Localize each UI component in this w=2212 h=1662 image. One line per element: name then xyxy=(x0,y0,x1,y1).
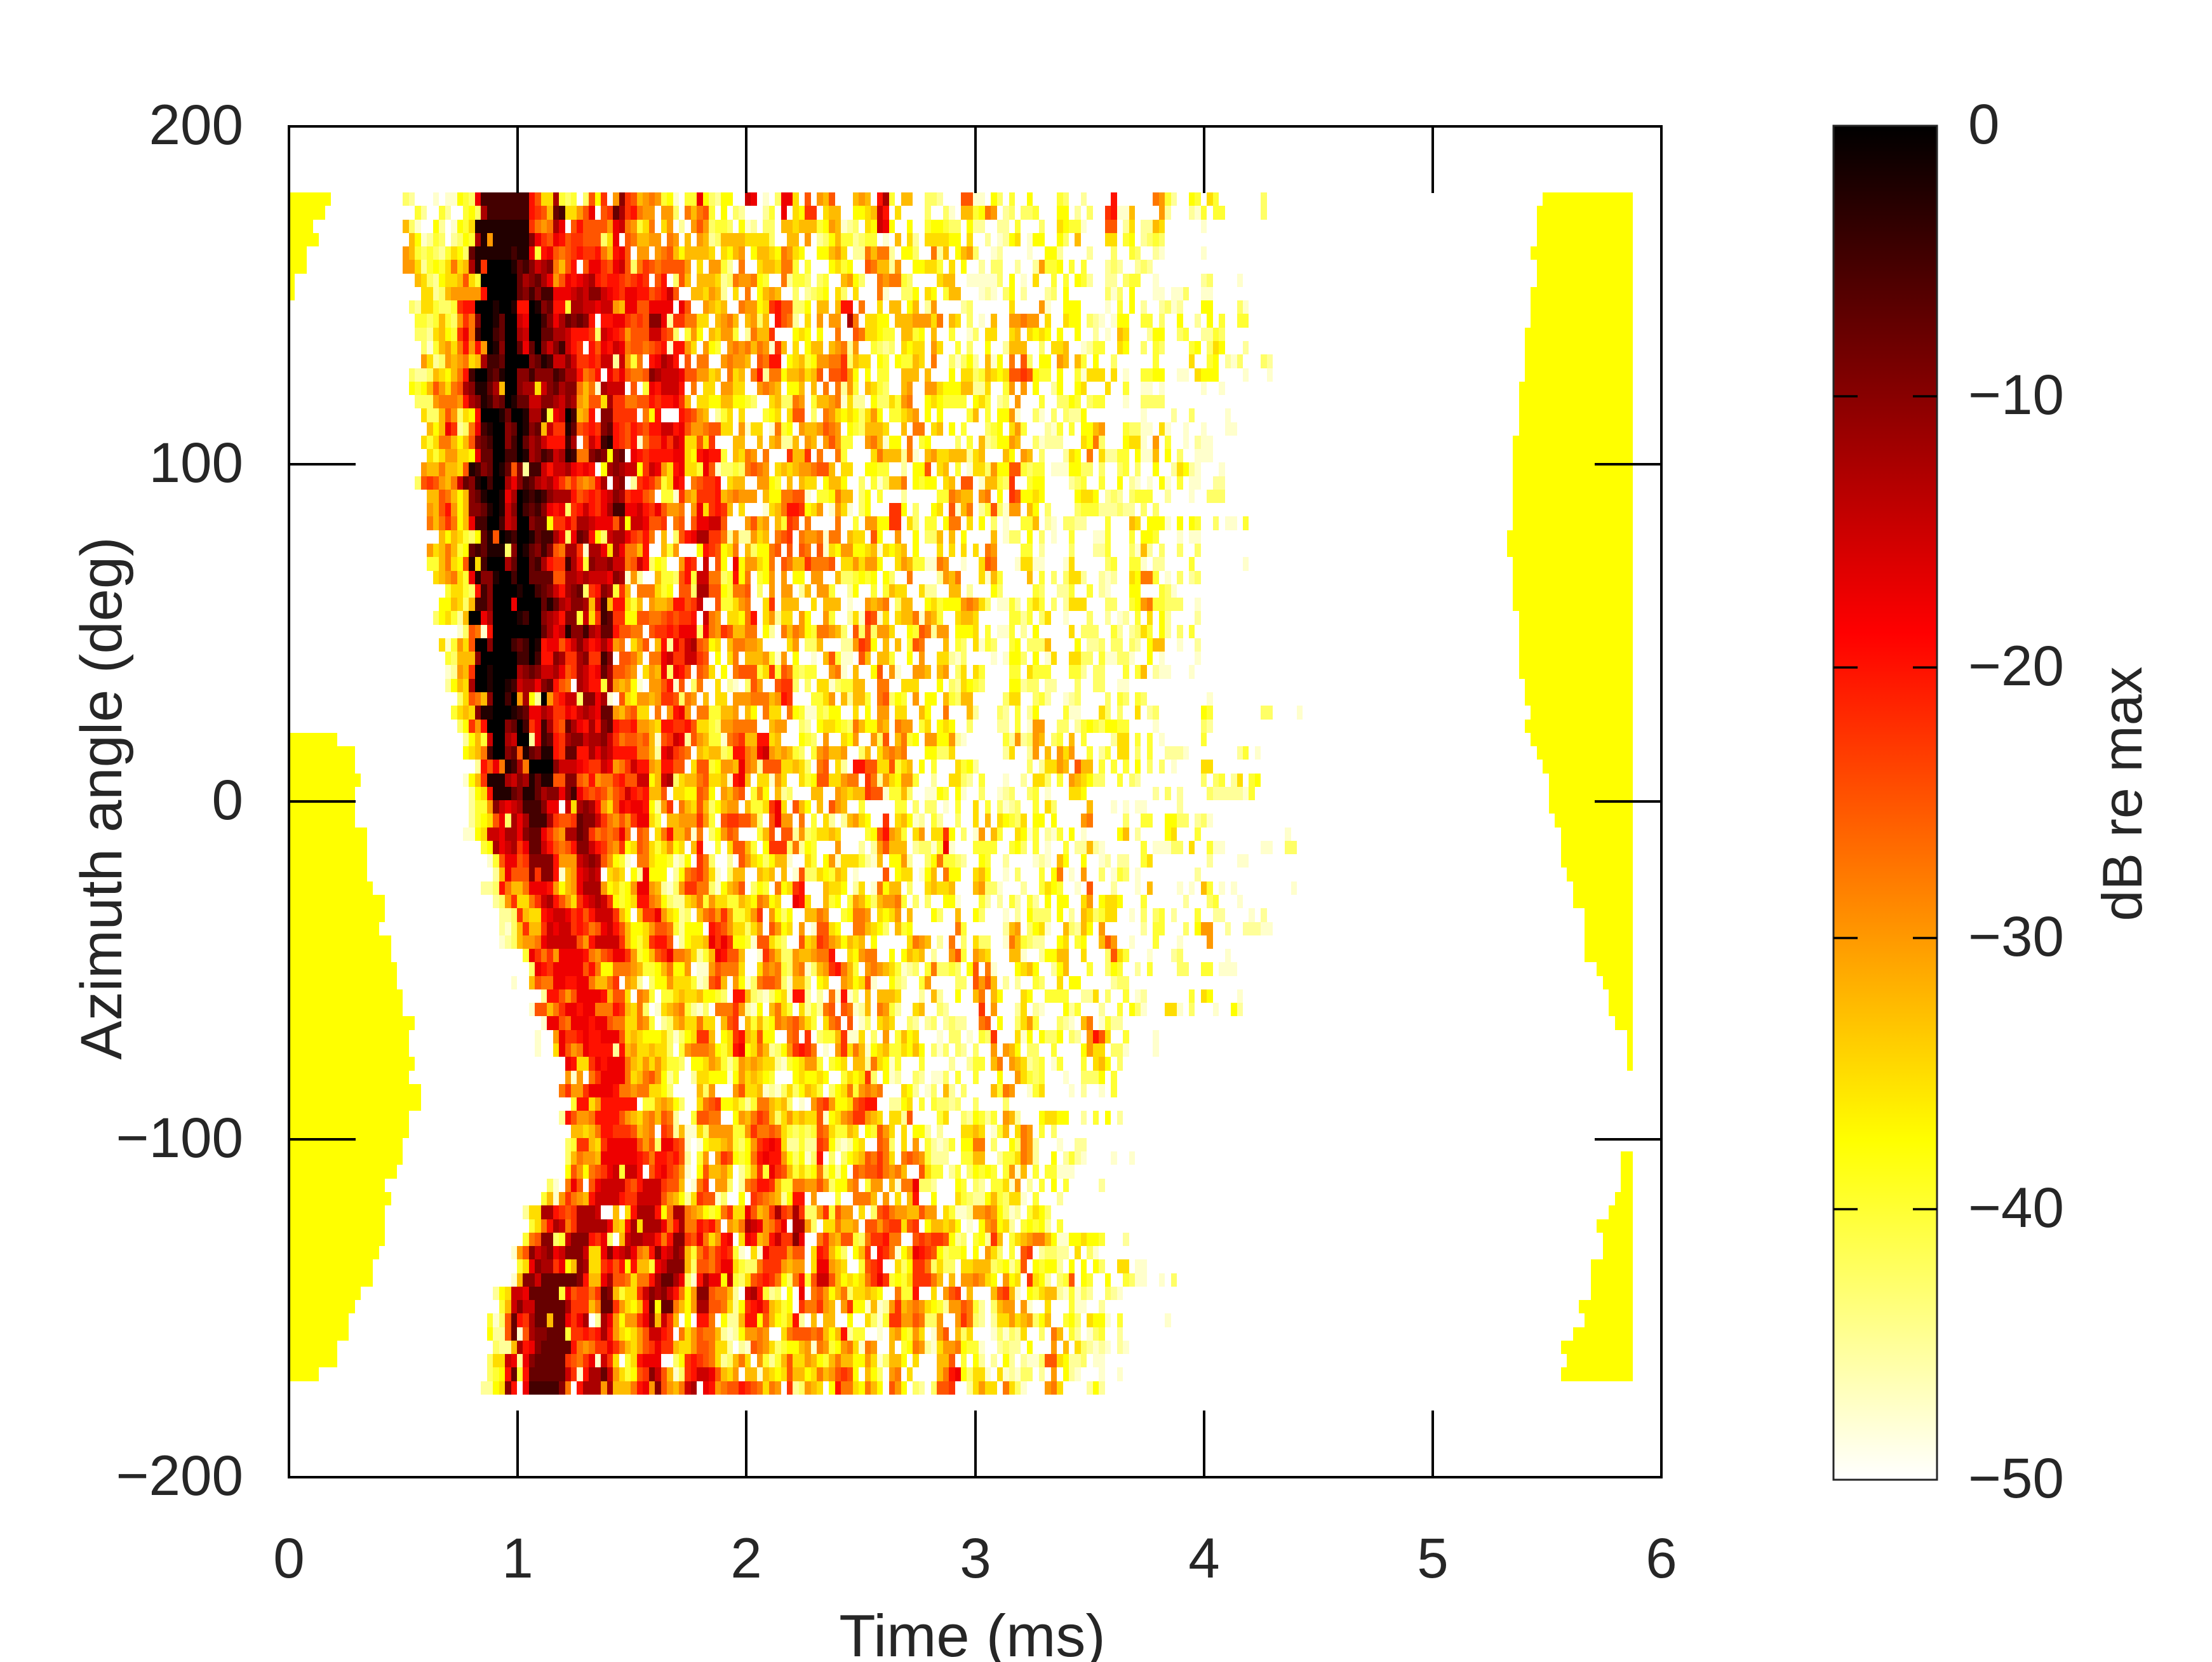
svg-text:−20: −20 xyxy=(1968,634,2064,697)
svg-text:0: 0 xyxy=(1968,92,2000,156)
svg-text:4: 4 xyxy=(1188,1526,1220,1590)
svg-text:200: 200 xyxy=(149,93,244,156)
svg-text:−200: −200 xyxy=(116,1444,243,1507)
svg-text:5: 5 xyxy=(1417,1526,1449,1590)
svg-text:Azimuth angle (deg): Azimuth angle (deg) xyxy=(69,537,134,1059)
svg-text:6: 6 xyxy=(1646,1526,1677,1590)
svg-text:−30: −30 xyxy=(1968,904,2064,968)
svg-text:2: 2 xyxy=(730,1526,762,1590)
svg-text:1: 1 xyxy=(502,1526,533,1590)
svg-text:dB re max: dB re max xyxy=(2091,666,2154,921)
svg-text:−10: −10 xyxy=(1968,363,2064,426)
svg-text:−50: −50 xyxy=(1968,1446,2064,1510)
svg-text:−40: −40 xyxy=(1968,1176,2064,1239)
svg-text:100: 100 xyxy=(149,431,244,494)
svg-text:Time (ms): Time (ms) xyxy=(839,1602,1105,1662)
svg-text:0: 0 xyxy=(273,1526,305,1590)
svg-text:3: 3 xyxy=(960,1526,991,1590)
svg-text:−100: −100 xyxy=(116,1106,243,1169)
svg-text:0: 0 xyxy=(212,768,244,831)
